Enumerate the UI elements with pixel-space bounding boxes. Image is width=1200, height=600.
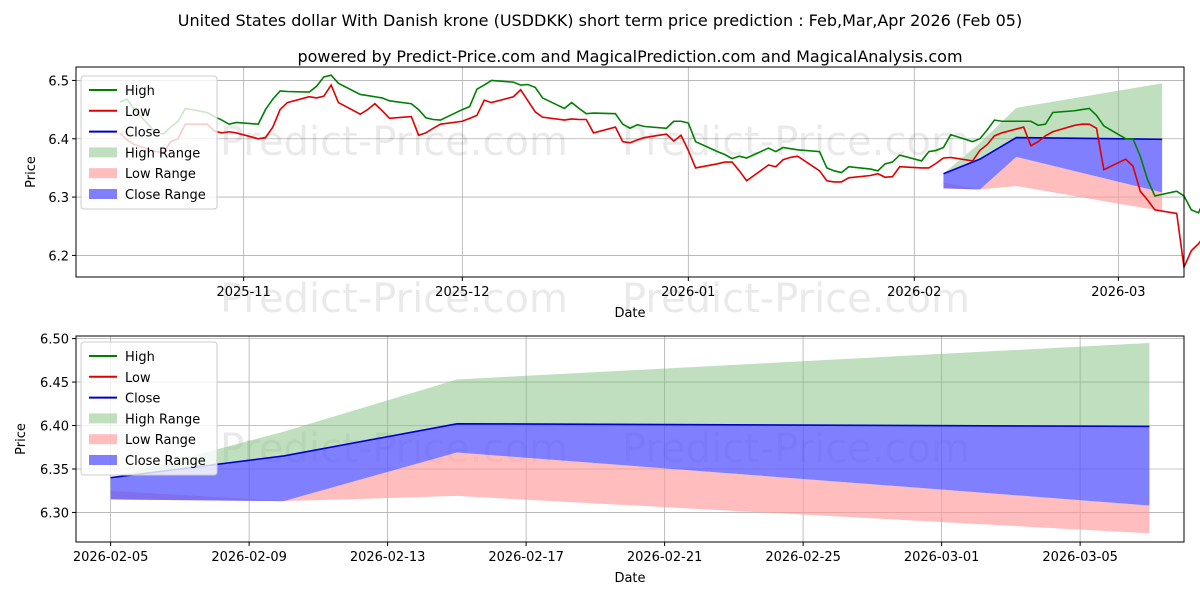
history-panel: Predict-Price.com Predict-Price.com Predic… xyxy=(24,66,1200,322)
legend-low-label: Low xyxy=(125,371,151,386)
y-tick-label: 6.45 xyxy=(40,376,69,391)
y-tick-label: 6.4 xyxy=(48,133,69,148)
x-tick-label: 2026-02 xyxy=(887,285,941,300)
y-tick-label: 6.35 xyxy=(40,463,69,478)
legend-low-label: Low xyxy=(125,105,151,120)
watermark: Predict-Price.com xyxy=(220,119,568,165)
x-tick-label: 2025-11 xyxy=(216,285,270,300)
y-tick-label: 6.2 xyxy=(48,249,69,264)
legend-low-range-swatch xyxy=(89,434,117,445)
x-tick-label: 2026-02-13 xyxy=(350,550,426,565)
history-plot-frame xyxy=(75,66,1185,278)
high-range-band xyxy=(110,342,1150,478)
legend-close-range-label: Close Range xyxy=(125,188,206,203)
history-x-axis-label: Date xyxy=(614,306,645,321)
forecast-y-axis-label: Price xyxy=(14,423,29,455)
legend-close-range-label: Close Range xyxy=(125,454,206,469)
x-tick-label: 2026-02-09 xyxy=(211,550,287,565)
forecast-plot-frame xyxy=(75,335,1185,543)
x-tick-label: 2026-01 xyxy=(661,285,715,300)
legend-high-range-swatch xyxy=(89,147,117,158)
legend-high-range-label: High Range xyxy=(125,146,200,161)
legend-close-range-swatch xyxy=(89,189,117,199)
high-line xyxy=(119,74,1200,214)
chart-title: United States dollar With Danish krone (… xyxy=(178,11,1022,30)
y-tick-label: 6.3 xyxy=(48,191,69,206)
y-tick-label: 6.50 xyxy=(40,333,69,348)
y-tick-label: 6.5 xyxy=(48,74,69,89)
x-tick-label: 2025-12 xyxy=(435,285,489,300)
legend-close-label: Close xyxy=(125,392,160,407)
low-range-band xyxy=(110,452,1150,534)
legend-low-range-label: Low Range xyxy=(125,167,196,182)
x-tick-label: 2026-02-05 xyxy=(73,550,149,565)
close-range-band xyxy=(110,423,1150,506)
y-tick-label: 6.40 xyxy=(40,420,69,435)
watermark: Predict-Price.com xyxy=(622,276,970,322)
low-range-band xyxy=(943,156,1163,212)
legend-high-range-label: High Range xyxy=(125,412,200,427)
chart-subtitle: powered by Predict-Price.com and Magical… xyxy=(297,47,962,66)
legend-high-label: High xyxy=(125,84,155,99)
legend-close-range-swatch xyxy=(89,455,117,465)
x-tick-label: 2026-02-17 xyxy=(488,550,564,565)
x-tick-label: 2026-02-21 xyxy=(627,550,703,565)
y-tick-label: 6.30 xyxy=(40,506,69,521)
legend-close-label: Close xyxy=(125,126,160,141)
high-range-band xyxy=(943,83,1163,174)
legend-high-range-swatch xyxy=(89,413,117,424)
watermark: Predict-Price.com xyxy=(220,276,568,322)
x-tick-label: 2026-02-25 xyxy=(765,550,841,565)
close-range-band xyxy=(943,137,1163,193)
legend-low-range-label: Low Range xyxy=(125,433,196,448)
forecast-x-axis-label: Date xyxy=(614,571,645,586)
low-line xyxy=(119,83,1200,270)
legend-low-range-swatch xyxy=(89,168,117,179)
x-tick-label: 2026-03-05 xyxy=(1042,550,1118,565)
close-line xyxy=(943,136,1163,175)
history-y-axis-label: Price xyxy=(24,156,39,188)
x-tick-label: 2026-03 xyxy=(1091,285,1145,300)
legend-high-label: High xyxy=(125,350,155,365)
x-tick-label: 2026-03-01 xyxy=(904,550,980,565)
watermark: Predict-Price.com xyxy=(622,119,970,165)
